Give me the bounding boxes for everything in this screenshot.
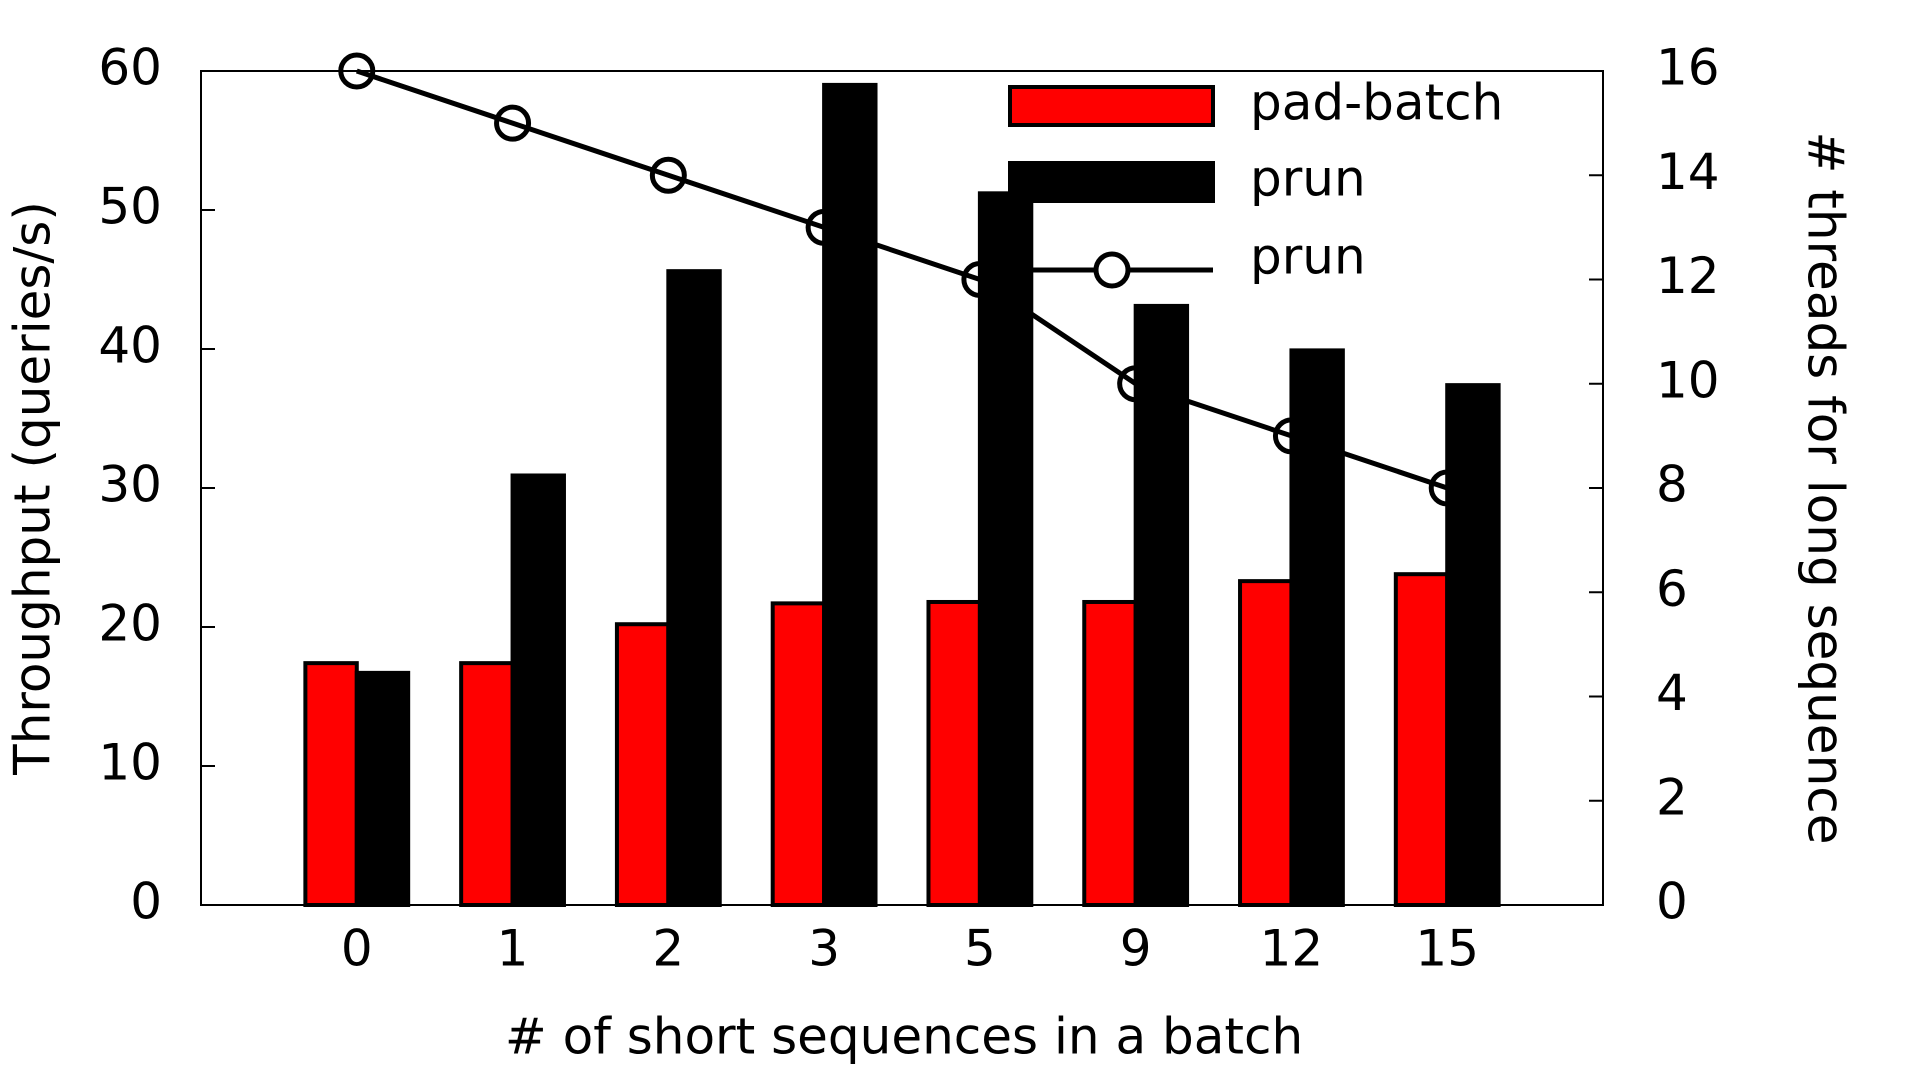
bar — [1082, 599, 1138, 907]
bar — [459, 661, 515, 908]
line-marker — [1272, 417, 1310, 455]
y-tick-label: 0 — [130, 873, 162, 931]
x-tick-label: 1 — [497, 920, 529, 978]
line-marker — [961, 261, 999, 298]
legend-label: prun — [1250, 228, 1366, 286]
x-tick-label: 15 — [1415, 920, 1479, 978]
bar — [1238, 579, 1294, 907]
y2-tick-label: 4 — [1656, 664, 1688, 722]
x-tick-label: 12 — [1260, 920, 1324, 978]
legend-label: pad-batch — [1250, 74, 1503, 132]
bar — [1133, 303, 1190, 908]
bar — [822, 82, 878, 907]
line-marker — [649, 156, 687, 194]
x-tick-label: 2 — [652, 920, 684, 978]
y-tick-label: 30 — [98, 456, 162, 514]
y-tick-label: 40 — [98, 317, 162, 375]
y-tick-label: 50 — [98, 178, 162, 236]
bar — [614, 622, 671, 907]
x-tick-label: 9 — [1120, 920, 1152, 978]
bar — [354, 670, 411, 907]
y-tick-label: 20 — [98, 595, 162, 653]
bar — [1393, 572, 1450, 907]
y2-tick-label: 2 — [1656, 768, 1688, 826]
bar — [977, 191, 1034, 907]
y2-axis-title: # threads for long sequence — [1797, 131, 1855, 844]
y2-tick-label: 6 — [1656, 560, 1688, 618]
line — [355, 68, 1449, 491]
legend-swatch — [1008, 85, 1215, 127]
bar — [510, 473, 566, 907]
legend-label: prun — [1250, 150, 1366, 208]
x-tick-label: 3 — [808, 920, 840, 978]
y-tick-label: 60 — [98, 39, 162, 97]
line-marker — [805, 208, 843, 246]
y2-tick-label: 10 — [1656, 351, 1720, 409]
x-tick-label: 5 — [964, 920, 996, 978]
y-axis-title: Throughput (queries/s) — [4, 201, 62, 776]
line-marker — [494, 104, 532, 142]
y2-tick-label: 14 — [1656, 143, 1720, 201]
y2-tick-label: 8 — [1656, 456, 1688, 514]
y2-tick-label: 0 — [1656, 873, 1688, 931]
y2-tick-label: 16 — [1656, 39, 1720, 97]
bar — [1445, 383, 1501, 907]
y2-tick-label: 12 — [1656, 247, 1720, 305]
y-tick-label: 10 — [98, 734, 162, 792]
bar — [1289, 348, 1345, 907]
x-tick-label: 0 — [341, 920, 373, 978]
line-marker — [1117, 365, 1155, 403]
bar — [303, 661, 359, 908]
bar — [666, 269, 722, 908]
bar — [770, 601, 827, 907]
x-axis-title: # of short sequences in a batch — [505, 1008, 1303, 1066]
legend-marker — [1093, 251, 1131, 289]
plot-frame — [200, 70, 1604, 906]
line-marker — [338, 52, 376, 90]
legend-swatch — [1008, 161, 1215, 203]
line-marker — [1428, 469, 1466, 507]
bar — [926, 599, 982, 907]
